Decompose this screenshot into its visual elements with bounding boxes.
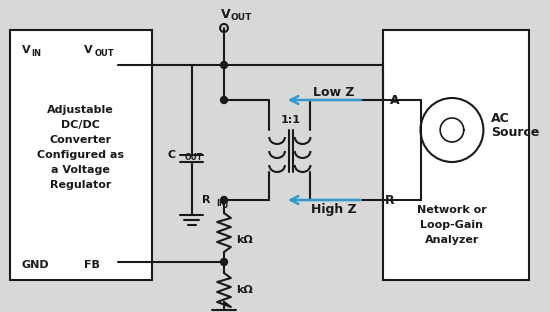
Text: Adjustable: Adjustable — [47, 105, 114, 115]
Text: Loop-Gain: Loop-Gain — [420, 220, 483, 230]
Text: INJ: INJ — [216, 198, 228, 207]
Text: 1:1: 1:1 — [281, 115, 301, 125]
Text: OUT: OUT — [185, 154, 203, 163]
Text: Regulator: Regulator — [50, 180, 111, 190]
Text: OUT: OUT — [231, 12, 252, 22]
Text: kΩ: kΩ — [236, 235, 252, 245]
Text: V: V — [84, 45, 92, 55]
Text: a Voltage: a Voltage — [51, 165, 110, 175]
Circle shape — [221, 197, 228, 203]
Text: R: R — [202, 195, 210, 205]
Text: IN: IN — [31, 48, 41, 57]
Circle shape — [221, 259, 228, 266]
Text: Analyzer: Analyzer — [425, 235, 479, 245]
Text: Low Z: Low Z — [314, 85, 355, 99]
Text: FB: FB — [84, 260, 100, 270]
Text: High Z: High Z — [311, 203, 357, 217]
Bar — [383, 30, 529, 280]
Text: Converter: Converter — [50, 135, 112, 145]
Text: R: R — [385, 193, 395, 207]
Text: V: V — [21, 45, 30, 55]
Circle shape — [221, 96, 228, 104]
Text: DC/DC: DC/DC — [61, 120, 100, 130]
Text: kΩ: kΩ — [236, 285, 252, 295]
Text: AC: AC — [491, 111, 510, 124]
Text: Configured as: Configured as — [37, 150, 124, 160]
Text: Source: Source — [491, 125, 540, 139]
Text: C: C — [168, 150, 176, 160]
Text: OUT: OUT — [94, 48, 114, 57]
Text: Network or: Network or — [417, 205, 487, 215]
Text: A: A — [390, 94, 400, 106]
Bar — [10, 30, 152, 280]
Text: GND: GND — [21, 260, 50, 270]
Circle shape — [221, 61, 228, 69]
Text: V: V — [221, 7, 230, 21]
